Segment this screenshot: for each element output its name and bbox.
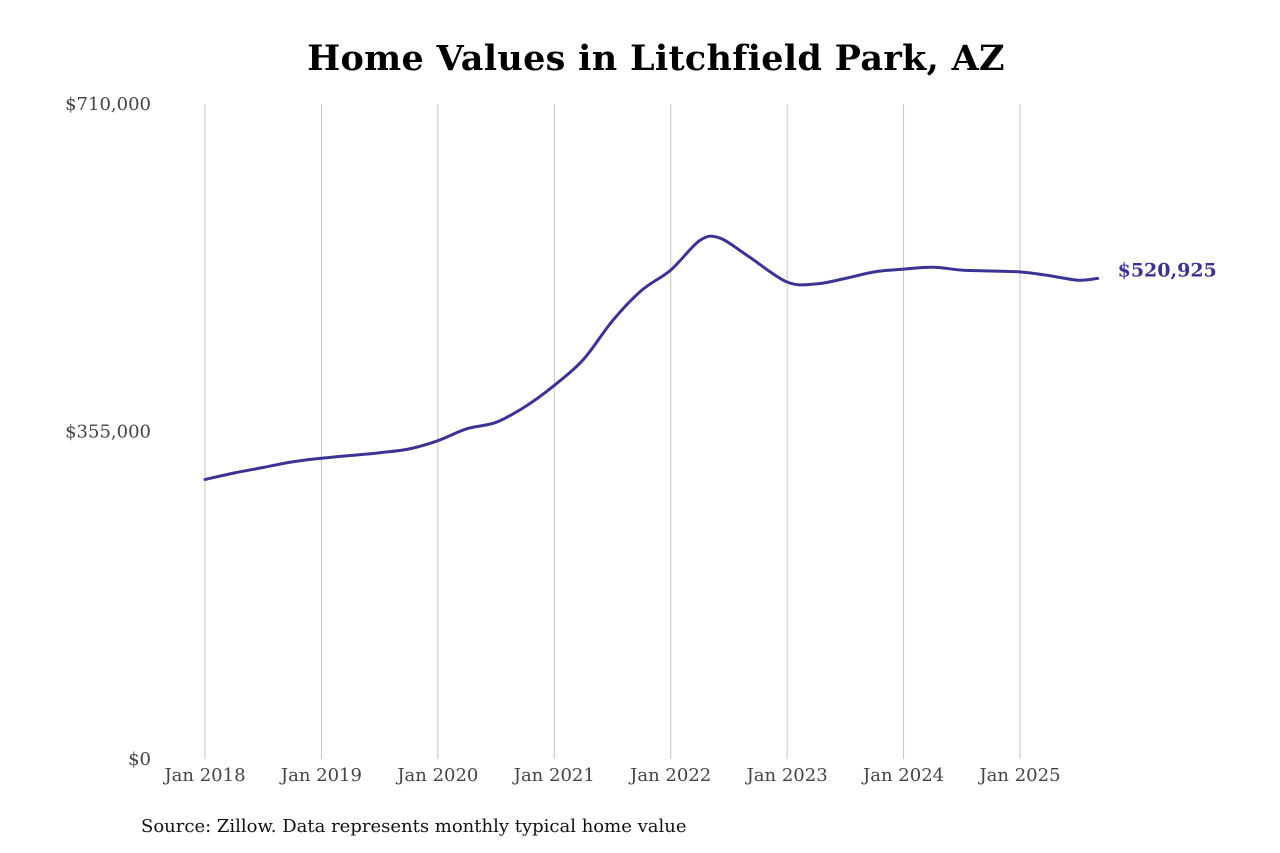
y-axis-ticks: $0 $355,000 $710,000: [65, 94, 151, 770]
x-axis-ticks: Jan 2018 Jan 2019 Jan 2020 Jan 2021 Jan 2022…: [162, 765, 1060, 786]
x-tick-label: Jan 2018: [162, 765, 245, 786]
x-tick-label: Jan 2023: [745, 765, 828, 786]
x-tick-label: Jan 2025: [977, 765, 1060, 786]
source-note: Source: Zillow. Data represents monthly …: [141, 816, 687, 837]
x-tick-label: Jan 2022: [628, 765, 711, 786]
series-lines: [203, 234, 1100, 481]
data-labels: $520,925: [1118, 259, 1217, 281]
x-tick-label: Jan 2021: [512, 765, 595, 786]
x-tick-label: Jan 2019: [279, 765, 362, 786]
gridlines: [204, 104, 1021, 759]
y-tick-label: $710,000: [65, 94, 151, 115]
end-value-label: $520,925: [1118, 259, 1217, 281]
x-tick-label: Jan 2020: [395, 765, 478, 786]
y-tick-label: $355,000: [65, 422, 151, 443]
chart-title: Home Values in Litchfield Park, AZ: [307, 38, 1005, 79]
series-line: [203, 234, 1100, 481]
x-tick-label: Jan 2024: [861, 765, 944, 786]
y-tick-label: $0: [128, 749, 151, 770]
